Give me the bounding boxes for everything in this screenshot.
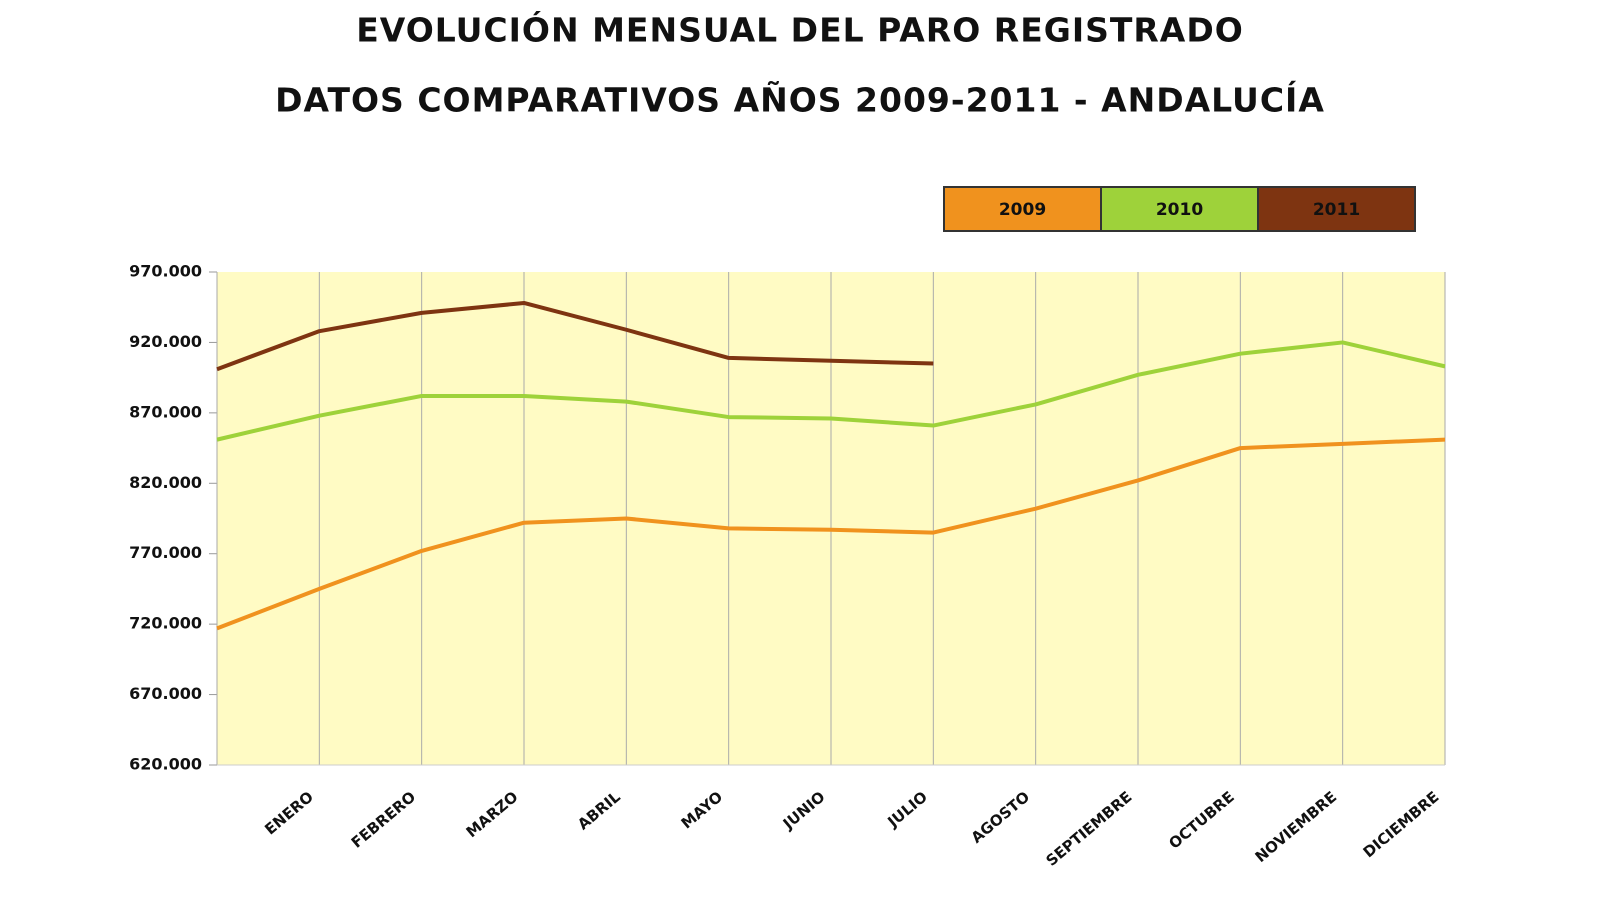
- x-tick-label: JULIO: [883, 788, 930, 832]
- series-line: [216, 300, 934, 372]
- legend-label: 2011: [1313, 200, 1360, 220]
- legend-swatch: [943, 186, 1102, 232]
- y-tick-label: 920.000: [129, 332, 202, 351]
- x-tick-label: FEBRERO: [348, 788, 419, 852]
- legend-label: 2010: [1156, 200, 1203, 220]
- x-tick-label: MAYO: [678, 788, 726, 833]
- legend-swatch: [1100, 186, 1259, 232]
- x-tick-label: MARZO: [463, 788, 522, 841]
- series-line: [216, 340, 1446, 442]
- series-line: [216, 437, 1446, 631]
- x-tick-label: NOVIEMBRE: [1252, 788, 1341, 866]
- x-tick-label: AGOSTO: [968, 788, 1034, 847]
- x-tick-label: SEPTIEMBRE: [1042, 788, 1135, 870]
- x-tick-label: DICIEMBRE: [1360, 788, 1443, 862]
- y-tick-label: 720.000: [129, 614, 202, 633]
- y-tick-label: 870.000: [129, 402, 202, 421]
- y-tick-label: 970.000: [129, 262, 202, 281]
- y-tick-label: 620.000: [129, 755, 202, 774]
- chart-title: EVOLUCIÓN MENSUAL DEL PARO REGISTRADO: [356, 10, 1244, 50]
- legend-swatch: [1257, 186, 1416, 232]
- x-tick-label: ABRIL: [574, 787, 624, 833]
- y-tick-label: 770.000: [129, 543, 202, 562]
- y-tick-label: 820.000: [129, 473, 202, 492]
- x-tick-label: OCTUBRE: [1165, 788, 1237, 853]
- legend-label: 2009: [999, 200, 1046, 220]
- y-tick-label: 670.000: [129, 684, 202, 703]
- chart-subtitle: DATOS COMPARATIVOS AÑOS 2009-2011 - ANDA…: [275, 80, 1325, 120]
- x-tick-label: JUNIO: [779, 788, 829, 834]
- x-tick-label: ENERO: [261, 788, 317, 839]
